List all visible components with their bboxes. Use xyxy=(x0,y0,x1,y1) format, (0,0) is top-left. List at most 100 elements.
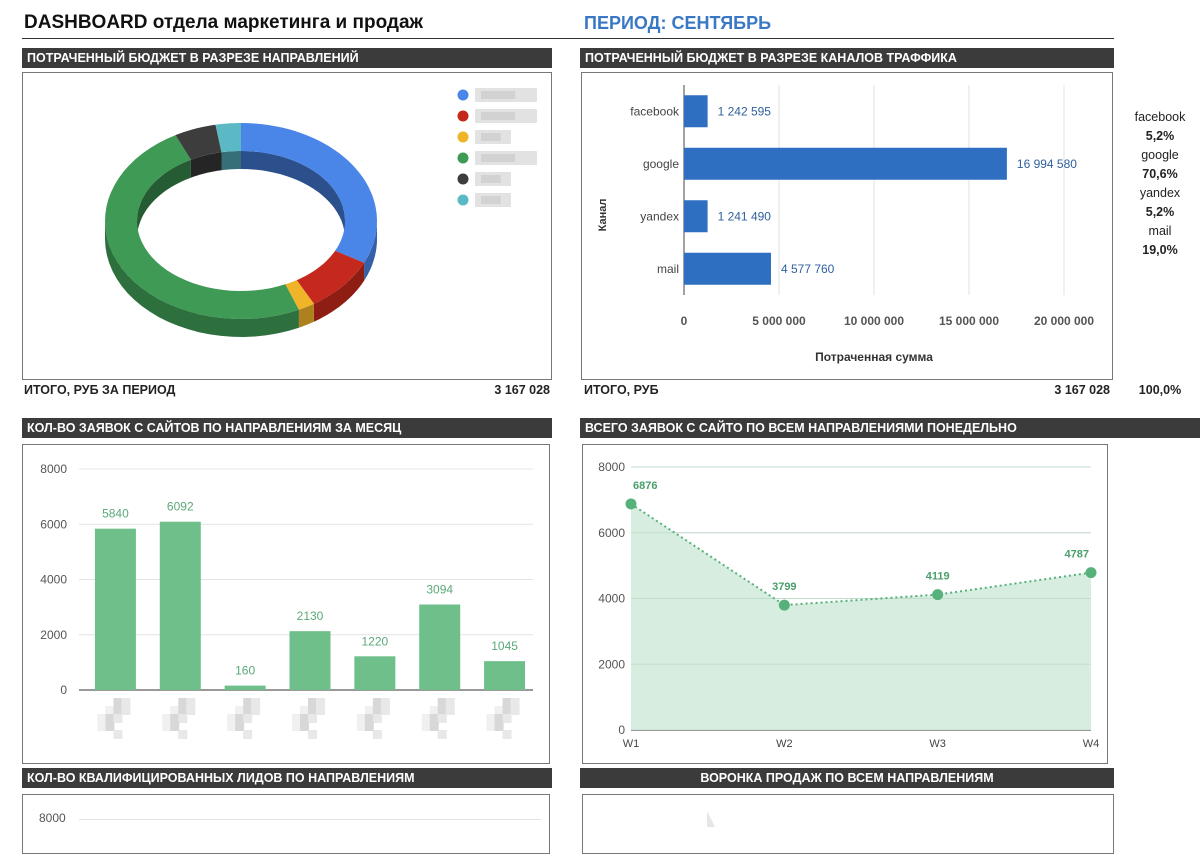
requests-blurred-category-5 xyxy=(421,698,455,739)
blur-cell xyxy=(356,722,366,731)
blur-cell xyxy=(243,698,253,707)
blur-cell xyxy=(316,706,325,715)
legend-dot-2 xyxy=(457,131,469,143)
blur-cell xyxy=(113,730,123,739)
requests-value-label-4: 1220 xyxy=(362,634,389,648)
blur-cell xyxy=(437,714,447,723)
blur-cell xyxy=(121,706,131,715)
requests-blurred-category-1 xyxy=(162,698,196,739)
blur-cell xyxy=(429,722,439,731)
blur-cell xyxy=(372,714,382,723)
weekly-xtick-W2: W2 xyxy=(776,738,793,750)
budget-channels-total-row: ИТОГО, РУБ 3 167 028 xyxy=(584,380,1112,400)
sales-funnel-header: ВОРОНКА ПРОДАЖ ПО ВСЕМ НАПРАВЛЕНИЯМ xyxy=(580,768,1114,788)
channels-category-google: google xyxy=(643,157,679,171)
blur-cell xyxy=(186,706,196,715)
budget-donut-chart xyxy=(105,88,537,337)
legend-dot-0 xyxy=(457,89,469,101)
donut-side-3 xyxy=(105,221,299,337)
blur-cell xyxy=(243,706,253,715)
requests-ytick-4: 8000 xyxy=(40,462,67,476)
blur-cell xyxy=(113,706,123,715)
channels-value-label-mail: 4 577 760 xyxy=(781,262,835,276)
requests-value-label-1: 6092 xyxy=(167,500,194,514)
legend-blurred-label-inner-0 xyxy=(481,91,516,99)
requests-value-label-6: 1045 xyxy=(491,639,518,653)
share-name-mail: mail xyxy=(1148,224,1172,238)
blur-cell xyxy=(178,714,188,723)
blur-cell xyxy=(300,706,309,715)
blur-cell xyxy=(235,706,245,715)
donut-side-1 xyxy=(313,262,365,322)
dashboard-title: DASHBOARD отдела маркетинга и продаж xyxy=(24,12,424,33)
requests-weekly-header: ВСЕГО ЗАЯВОК С САЙТО ПО ВСЕМ НАПРАВЛЕНИЯ… xyxy=(580,418,1200,438)
legend-dot-5 xyxy=(457,194,469,206)
requests-blurred-category-4 xyxy=(356,698,390,739)
funnel-shape xyxy=(707,811,715,827)
weekly-point-W1 xyxy=(625,498,637,510)
donut-slice-1 xyxy=(296,250,365,304)
sales-funnel-panel xyxy=(582,794,1114,854)
blur-cell xyxy=(510,698,520,707)
donut-inner-wall-3 xyxy=(137,159,191,239)
blur-cell xyxy=(292,722,301,731)
share-percent-facebook: 5,2% xyxy=(1145,129,1175,143)
requests-bar-4 xyxy=(354,656,396,690)
blur-cell xyxy=(170,706,180,715)
channels-value-label-google: 16 994 580 xyxy=(1017,157,1077,171)
requests-bar-chart: 0 2000 4000 6000 8000 5840 6092 160 2130 1220 3094… xyxy=(40,462,533,739)
blur-cell xyxy=(364,722,374,731)
blur-cell xyxy=(308,714,317,723)
channels-ylabel: Канал xyxy=(597,199,609,232)
requests-value-label-2: 160 xyxy=(235,664,255,678)
requests-direction-panel: 0 2000 4000 6000 8000 5840 6092 160 2130 1220 3094… xyxy=(22,444,550,764)
legend-dot-1 xyxy=(457,110,469,122)
qualified-leads-ytick: 8000 xyxy=(39,811,66,825)
requests-bar-6 xyxy=(484,661,526,690)
budget-channels-header: ПОТРАЧЕННЫЙ БЮДЖЕТ В РАЗРЕЗЕ КАНАЛОВ ТРА… xyxy=(580,48,1114,68)
blur-cell xyxy=(251,706,261,715)
blur-cell xyxy=(372,706,382,715)
header-divider xyxy=(22,38,1114,39)
donut-inner-wall-4 xyxy=(190,152,222,178)
legend-blurred-label-inner-1 xyxy=(481,112,516,120)
requests-bar-5 xyxy=(419,604,461,690)
blur-cell xyxy=(502,706,512,715)
blur-cell xyxy=(300,722,309,731)
blur-cell xyxy=(421,714,431,723)
blur-cell xyxy=(243,714,253,723)
blur-cell xyxy=(105,714,115,723)
blur-cell xyxy=(372,730,382,739)
donut-slice-4 xyxy=(175,124,222,160)
donut-inner-wall-5 xyxy=(221,151,241,171)
weekly-line xyxy=(630,503,1092,607)
channel-shares-list: facebook 5,2% google 70,6% yandex 5,2% m… xyxy=(1120,108,1200,260)
requests-value-label-3: 2130 xyxy=(297,609,324,623)
share-name-facebook: facebook xyxy=(1134,110,1186,124)
funnel-chart xyxy=(707,811,715,827)
blur-cell xyxy=(445,698,455,707)
weekly-value-label-W3: 4119 xyxy=(926,571,950,583)
legend-dot-4 xyxy=(457,173,469,185)
blur-cell xyxy=(243,730,253,739)
donut-slice-3 xyxy=(105,135,299,319)
requests-bar-0 xyxy=(94,528,136,690)
total-value: 3 167 028 xyxy=(494,383,550,397)
budget-directions-header: ПОТРАЧЕННЫЙ БЮДЖЕТ В РАЗРЕЗЕ НАПРАВЛЕНИЙ xyxy=(22,48,552,68)
blur-cell xyxy=(113,698,123,707)
blur-cell xyxy=(494,714,504,723)
share-name-yandex: yandex xyxy=(1139,186,1181,200)
weekly-area xyxy=(631,503,1091,730)
donut-inner-wall-0 xyxy=(241,151,345,239)
requests-weekly-panel: 0 2000 4000 6000 8000 6876 W1 3799 W2 4119 W3 4787 W… xyxy=(582,444,1108,764)
weekly-ytick-2: 4000 xyxy=(598,592,625,606)
blur-cell xyxy=(300,714,309,723)
blur-cell xyxy=(97,714,107,723)
weekly-xtick-W3: W3 xyxy=(929,738,946,750)
donut-side-2 xyxy=(298,303,314,328)
requests-ytick-0: 0 xyxy=(60,683,67,697)
blur-cell xyxy=(372,698,382,707)
blur-cell xyxy=(494,722,504,731)
budget-channels-panel: 0 5 000 000 10 000 000 15 000 000 20 000 000… xyxy=(581,72,1113,380)
blur-cell xyxy=(316,698,325,707)
